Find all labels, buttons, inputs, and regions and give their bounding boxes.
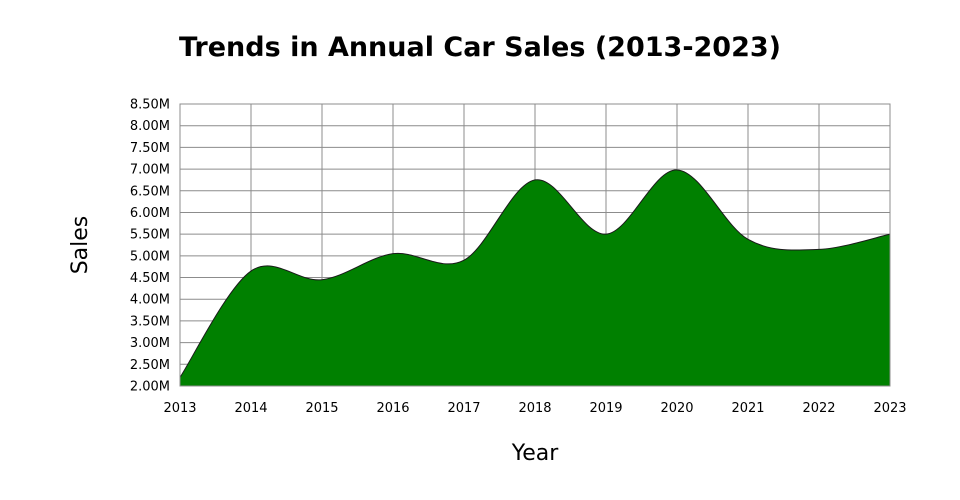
area-line: [179, 169, 891, 378]
x-tick-label: 2020: [660, 401, 693, 416]
y-tick-label: 3.50M: [130, 314, 170, 329]
x-tick-labels: 2013 2014 2015 2016 2017 2018 2019 2020 2021 2022…: [163, 401, 906, 416]
y-tick-label: 2.00M: [130, 380, 170, 395]
plot-border: [179, 103, 891, 387]
y-tick-label: 4.50M: [130, 271, 170, 286]
y-axis-title: Sales: [68, 216, 93, 275]
y-tick-label: 7.50M: [130, 141, 170, 156]
y-tick-label: 2.50M: [130, 358, 170, 373]
y-tick-label: 5.00M: [130, 249, 170, 264]
y-tick-label: 6.50M: [130, 184, 170, 199]
y-tick-label: 4.00M: [130, 293, 170, 308]
y-tick-labels: 2.00M 2.50M 3.00M 3.50M 4.00M 4.50M 5.00M 5.50M…: [130, 98, 170, 395]
area-fill: [180, 169, 890, 386]
y-tick-label: 6.00M: [130, 206, 170, 221]
x-tick-label: 2016: [376, 401, 409, 416]
x-tick-label: 2021: [731, 401, 764, 416]
y-tick-label: 3.00M: [130, 336, 170, 351]
plot-frame: [179, 103, 891, 387]
chart-title: Trends in Annual Car Sales (2013-2023): [178, 32, 782, 63]
x-tick-label: 2013: [163, 401, 196, 416]
y-tick-label: 8.50M: [130, 98, 170, 113]
y-tick-label: 5.50M: [130, 228, 170, 243]
x-tick-label: 2018: [518, 401, 551, 416]
y-tick-label: 8.00M: [130, 119, 170, 134]
x-tick-label: 2019: [589, 401, 622, 416]
x-tick-label: 2022: [802, 401, 835, 416]
x-axis-title: Year: [511, 441, 560, 466]
area-series: [179, 169, 891, 386]
x-tick-label: 2014: [234, 401, 267, 416]
x-tick-label: 2015: [305, 401, 338, 416]
x-tick-label: 2017: [447, 401, 480, 416]
y-tick-label: 7.00M: [130, 163, 170, 178]
x-tick-label: 2023: [873, 401, 906, 416]
